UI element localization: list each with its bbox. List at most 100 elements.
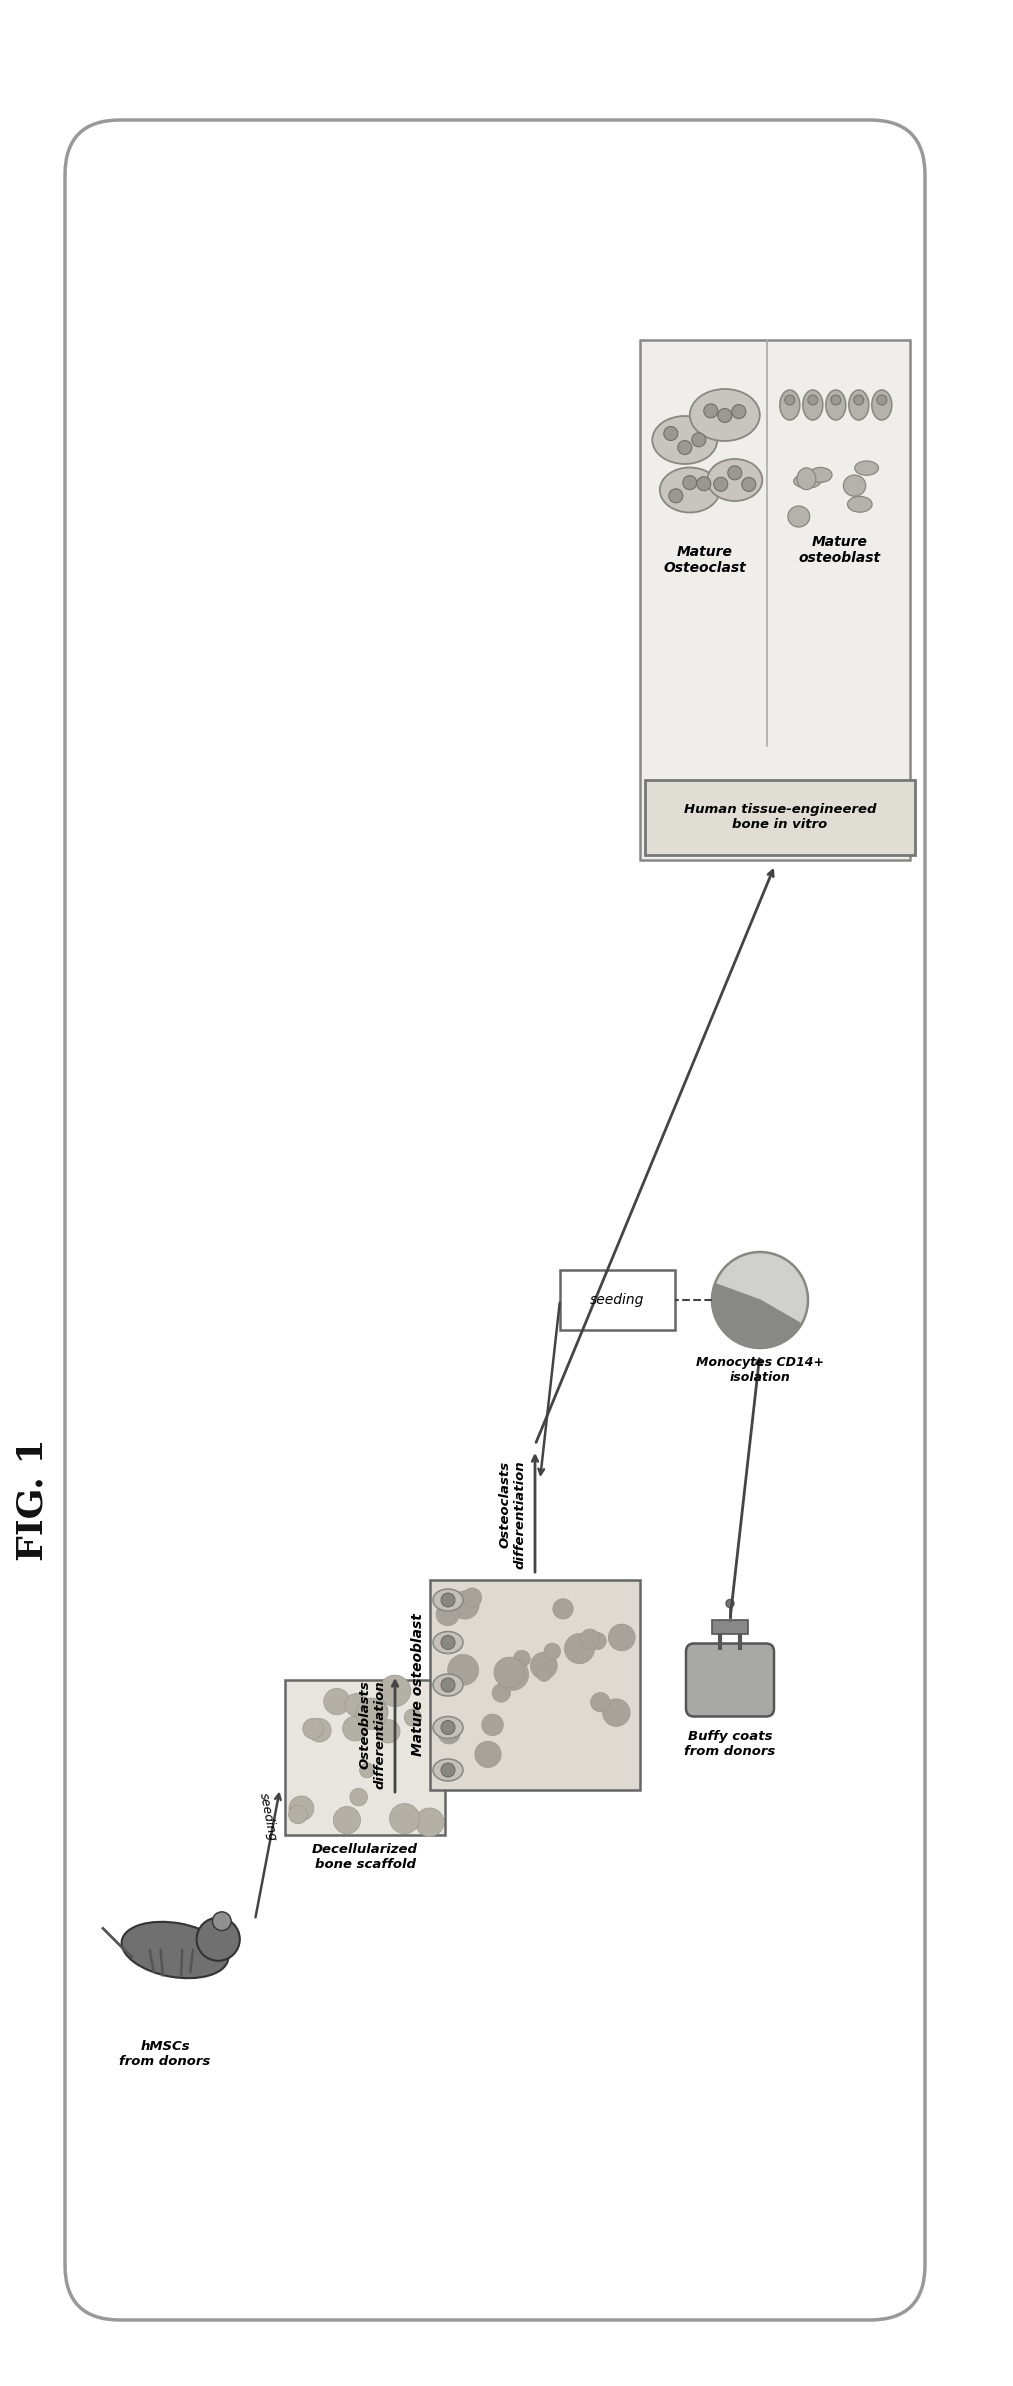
Circle shape xyxy=(379,1675,410,1706)
Circle shape xyxy=(448,1653,478,1685)
Circle shape xyxy=(714,477,727,492)
Circle shape xyxy=(463,1589,482,1608)
Circle shape xyxy=(664,427,678,441)
Circle shape xyxy=(704,403,718,418)
Ellipse shape xyxy=(659,468,720,513)
Circle shape xyxy=(537,1668,551,1682)
Text: Human tissue-engineered
bone in vitro: Human tissue-engineered bone in vitro xyxy=(684,804,876,830)
Circle shape xyxy=(553,1599,573,1620)
Circle shape xyxy=(451,1591,479,1620)
Circle shape xyxy=(494,1658,525,1687)
Ellipse shape xyxy=(433,1589,463,1611)
Circle shape xyxy=(590,1632,606,1649)
Ellipse shape xyxy=(797,468,815,489)
Circle shape xyxy=(441,1720,455,1735)
Circle shape xyxy=(591,1692,610,1711)
Circle shape xyxy=(603,1699,630,1727)
Circle shape xyxy=(373,1704,388,1720)
Circle shape xyxy=(371,1701,388,1718)
Text: Osteoblasts
differentiation: Osteoblasts differentiation xyxy=(359,1680,387,1790)
Circle shape xyxy=(377,1720,400,1744)
Circle shape xyxy=(342,1716,368,1742)
Circle shape xyxy=(807,396,817,406)
Circle shape xyxy=(742,477,756,492)
Circle shape xyxy=(308,1718,331,1742)
Ellipse shape xyxy=(809,468,832,482)
Circle shape xyxy=(544,1644,560,1661)
Circle shape xyxy=(349,1790,368,1806)
Polygon shape xyxy=(712,1284,801,1348)
Circle shape xyxy=(404,1708,421,1725)
Circle shape xyxy=(531,1651,557,1680)
Ellipse shape xyxy=(433,1716,463,1739)
Circle shape xyxy=(475,1742,501,1768)
Circle shape xyxy=(692,432,706,446)
Bar xyxy=(645,780,915,854)
Circle shape xyxy=(580,1630,600,1649)
Text: FIG. 1: FIG. 1 xyxy=(15,1439,49,1560)
Circle shape xyxy=(497,1658,529,1689)
Text: seeding: seeding xyxy=(591,1293,644,1308)
Ellipse shape xyxy=(855,460,878,475)
Circle shape xyxy=(669,489,683,503)
Text: seeding: seeding xyxy=(256,1792,279,1842)
Bar xyxy=(560,1269,675,1329)
Circle shape xyxy=(289,1806,307,1823)
Circle shape xyxy=(609,1625,635,1651)
Ellipse shape xyxy=(433,1632,463,1653)
Circle shape xyxy=(197,1918,240,1961)
Circle shape xyxy=(683,475,697,489)
Text: Osteoclasts
differentiation: Osteoclasts differentiation xyxy=(499,1460,527,1570)
Text: Decellularized
bone scaffold: Decellularized bone scaffold xyxy=(312,1842,418,1871)
Bar xyxy=(430,1580,640,1790)
Circle shape xyxy=(727,465,742,480)
Circle shape xyxy=(726,1599,734,1608)
Ellipse shape xyxy=(433,1675,463,1696)
Ellipse shape xyxy=(872,389,891,420)
Circle shape xyxy=(441,1677,455,1692)
Ellipse shape xyxy=(848,496,872,513)
Circle shape xyxy=(444,1725,459,1742)
Circle shape xyxy=(438,1723,460,1744)
Ellipse shape xyxy=(433,1758,463,1780)
Bar xyxy=(285,1680,445,1835)
Circle shape xyxy=(441,1634,455,1649)
Circle shape xyxy=(289,1797,314,1821)
Circle shape xyxy=(718,408,731,422)
Circle shape xyxy=(344,1694,368,1716)
FancyBboxPatch shape xyxy=(65,119,925,2319)
Text: Monocytes CD14+
isolation: Monocytes CD14+ isolation xyxy=(696,1355,824,1384)
Ellipse shape xyxy=(788,506,809,527)
Ellipse shape xyxy=(652,415,717,463)
Circle shape xyxy=(731,406,746,418)
Circle shape xyxy=(678,441,692,456)
Text: Buffy coats
from donors: Buffy coats from donors xyxy=(685,1730,776,1758)
Ellipse shape xyxy=(794,475,821,489)
FancyBboxPatch shape xyxy=(686,1644,774,1716)
Text: hMSCs
from donors: hMSCs from donors xyxy=(120,2040,211,2069)
Text: Mature
osteoblast: Mature osteoblast xyxy=(798,534,881,565)
Circle shape xyxy=(831,396,841,406)
Circle shape xyxy=(441,1594,455,1608)
Ellipse shape xyxy=(122,1921,228,1978)
Text: Mature osteoblast: Mature osteoblast xyxy=(411,1613,425,1756)
Circle shape xyxy=(356,1699,387,1730)
Circle shape xyxy=(441,1763,455,1778)
Bar xyxy=(640,339,910,859)
Bar xyxy=(712,1620,748,1634)
Circle shape xyxy=(213,1911,231,1930)
Circle shape xyxy=(785,396,795,406)
Ellipse shape xyxy=(690,389,760,441)
Ellipse shape xyxy=(844,475,866,496)
Circle shape xyxy=(482,1713,503,1735)
Ellipse shape xyxy=(849,389,869,420)
Ellipse shape xyxy=(802,389,823,420)
Circle shape xyxy=(437,1603,459,1625)
Circle shape xyxy=(492,1685,511,1701)
Circle shape xyxy=(514,1651,530,1668)
Circle shape xyxy=(415,1809,444,1837)
Ellipse shape xyxy=(780,389,800,420)
Circle shape xyxy=(877,396,886,406)
Circle shape xyxy=(333,1806,361,1835)
Ellipse shape xyxy=(707,458,763,501)
